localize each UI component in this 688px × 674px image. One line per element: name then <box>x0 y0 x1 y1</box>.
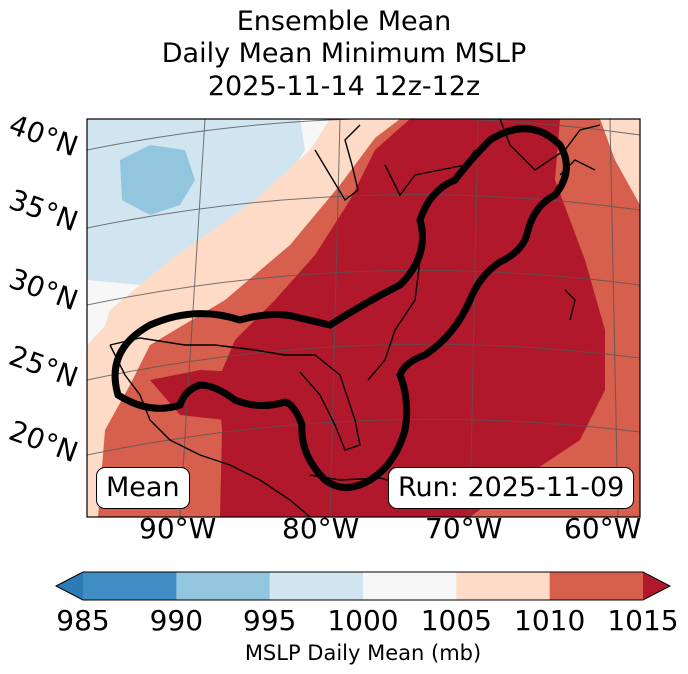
colorbar-tick-1010: 1010 <box>514 604 586 637</box>
mslp-field-above-1015 <box>218 119 605 517</box>
colorbar-tick-990: 990 <box>149 604 204 637</box>
mean-label-box: Mean <box>96 467 190 509</box>
lon-label-90: 90°W <box>139 512 217 545</box>
colorbar-tick-1005: 1005 <box>420 604 492 637</box>
colorbar-swatch-1005-1010 <box>456 572 551 600</box>
colorbar-swatch-1010-1015 <box>549 572 644 600</box>
colorbar-swatch-1000-1005 <box>363 572 457 600</box>
lon-label-60: 60°W <box>564 512 642 545</box>
title-line-2: Daily Mean Minimum MSLP <box>161 38 527 69</box>
lon-label-70: 70°W <box>425 512 503 545</box>
colorbar-extend-high <box>643 572 670 600</box>
colorbar-tick-985: 985 <box>56 604 110 637</box>
graticule <box>87 119 640 517</box>
colorbar-tick-1015: 1015 <box>607 604 679 637</box>
colorbar-tick-995: 995 <box>242 604 297 637</box>
mslp-field-990-995 <box>120 145 195 215</box>
map-frame <box>86 118 641 518</box>
contour-1015mb <box>111 125 570 491</box>
colorbar-label: MSLP Daily Mean (mb) <box>244 641 482 665</box>
title-line-3: 2025-11-14 12z-12z <box>207 71 481 102</box>
mslp-field-above-1015-gulf <box>150 370 240 420</box>
colorbar-swatch-990-995 <box>176 572 271 600</box>
colorbar-swatch-985-990 <box>83 572 177 600</box>
colorbar-tick-1000: 1000 <box>327 604 399 637</box>
colorbar-outline <box>54 571 672 601</box>
colorbar-swatch-995-1000 <box>269 572 364 600</box>
lon-label-80: 80°W <box>282 512 360 545</box>
run-label-box: Run: 2025-11-09 <box>388 467 635 509</box>
title-line-1: Ensemble Mean <box>236 6 452 37</box>
colorbar-extend-low <box>56 572 83 600</box>
